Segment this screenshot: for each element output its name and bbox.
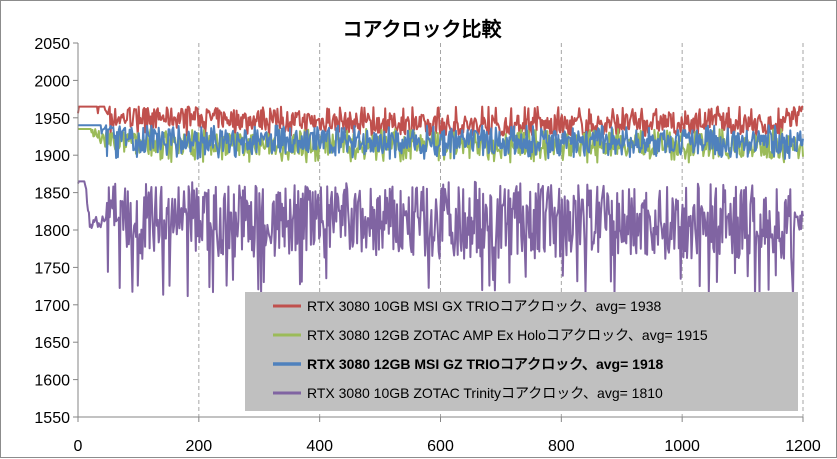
legend-label-1: RTX 3080 10GB MSI GX TRIOコアクロック、avg= 193… [307,298,661,314]
x-tick-label: 800 [548,438,575,455]
y-tick-label: 1600 [34,373,70,390]
series-line-3 [77,124,804,160]
y-tick-label: 1750 [34,260,70,277]
x-tick-label: 1000 [664,438,700,455]
x-tick-label: 200 [185,438,212,455]
x-tick-label: 0 [74,438,83,455]
y-tick-label: 1950 [34,111,70,128]
legend-label-2: RTX 3080 12GB ZOTAC AMP Ex Holoコアクロック、av… [307,327,708,343]
y-tick-label: 1550 [34,410,70,427]
chart-title: コアクロック比較 [343,17,503,41]
legend-label-4: RTX 3080 10GB ZOTAC Trinityコアクロック、avg= 1… [307,385,663,401]
x-tick-label: 400 [306,438,333,455]
y-tick-label: 2050 [34,36,70,53]
axes: 1550160016501700175018001850190019502000… [34,36,820,455]
y-tick-label: 1850 [34,186,70,203]
x-tick-label: 600 [427,438,454,455]
x-tick-label: 1200 [785,438,821,455]
legend: RTX 3080 10GB MSI GX TRIOコアクロック、avg= 193… [245,292,798,411]
series-layer [77,105,804,298]
y-tick-label: 2000 [34,73,70,90]
y-tick-label: 1700 [34,298,70,315]
y-tick-label: 1800 [34,223,70,240]
series-line-4 [77,180,804,298]
y-tick-label: 1650 [34,335,70,352]
legend-box [245,292,798,411]
legend-label-3: RTX 3080 12GB MSI GZ TRIOコアクロック、avg= 191… [307,356,664,372]
y-tick-label: 1900 [34,148,70,165]
